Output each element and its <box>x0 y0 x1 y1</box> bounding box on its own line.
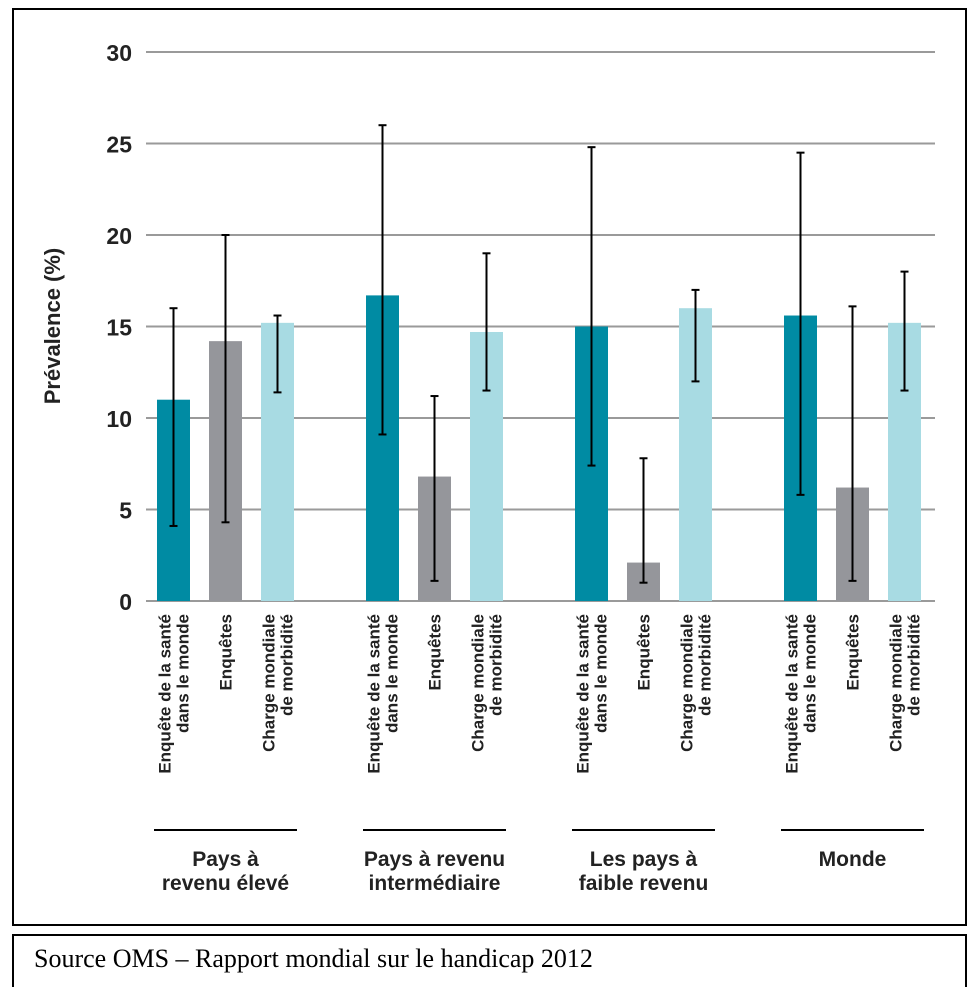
x-tick-labels: Enquête de la santédans le monde Enquêtes… <box>156 614 924 774</box>
source-frame: Source OMS – Rapport mondial sur le hand… <box>12 934 967 987</box>
x-tick-label: Enquête de la santédans le monde <box>783 614 820 774</box>
y-tick-label: 25 <box>106 132 132 158</box>
error-bars <box>169 124 909 584</box>
x-tick-label: Charge mondialede morbidité <box>887 614 924 752</box>
y-tick-label: 0 <box>119 589 132 615</box>
source-caption: Source OMS – Rapport mondial sur le hand… <box>34 944 593 973</box>
group-label: Pays à revenu élevé <box>162 848 289 895</box>
group-label: Pays à revenu intermédiaire <box>364 848 505 895</box>
group-labels: Pays à revenu élevé Pays à revenu intermédi… <box>154 829 924 895</box>
x-tick-label: Enquêtes <box>426 614 445 691</box>
x-tick-label: Enquête de la santédans le monde <box>365 614 402 774</box>
y-axis-label: Prévalence (%) <box>40 248 65 405</box>
x-tick-label: Enquêtes <box>635 614 654 691</box>
x-tick-label: Charge mondialede morbidité <box>260 614 297 752</box>
y-tick-labels: 0 5 10 15 20 25 30 <box>106 40 132 615</box>
group-label: Les pays à faible revenu <box>579 848 709 895</box>
y-tick-label: 30 <box>106 40 132 66</box>
x-tick-label: Charge mondialede morbidité <box>469 614 506 752</box>
y-tick-label: 10 <box>106 406 132 432</box>
y-tick-label: 15 <box>106 315 132 341</box>
x-tick-label: Enquête de la santédans le monde <box>574 614 611 774</box>
x-tick-label: Enquêtes <box>844 614 863 691</box>
x-tick-label: Enquêtes <box>217 614 236 691</box>
x-tick-label: Charge mondialede morbidité <box>678 614 715 752</box>
y-tick-label: 5 <box>119 498 132 524</box>
bars <box>157 295 921 601</box>
y-tick-label: 20 <box>106 223 132 249</box>
bar-chart: 0 5 10 15 20 25 30 Prévalence (%) Enquête de l… <box>40 40 935 895</box>
group-label: Monde <box>819 848 887 871</box>
x-tick-label: Enquête de la santédans le monde <box>156 614 193 774</box>
